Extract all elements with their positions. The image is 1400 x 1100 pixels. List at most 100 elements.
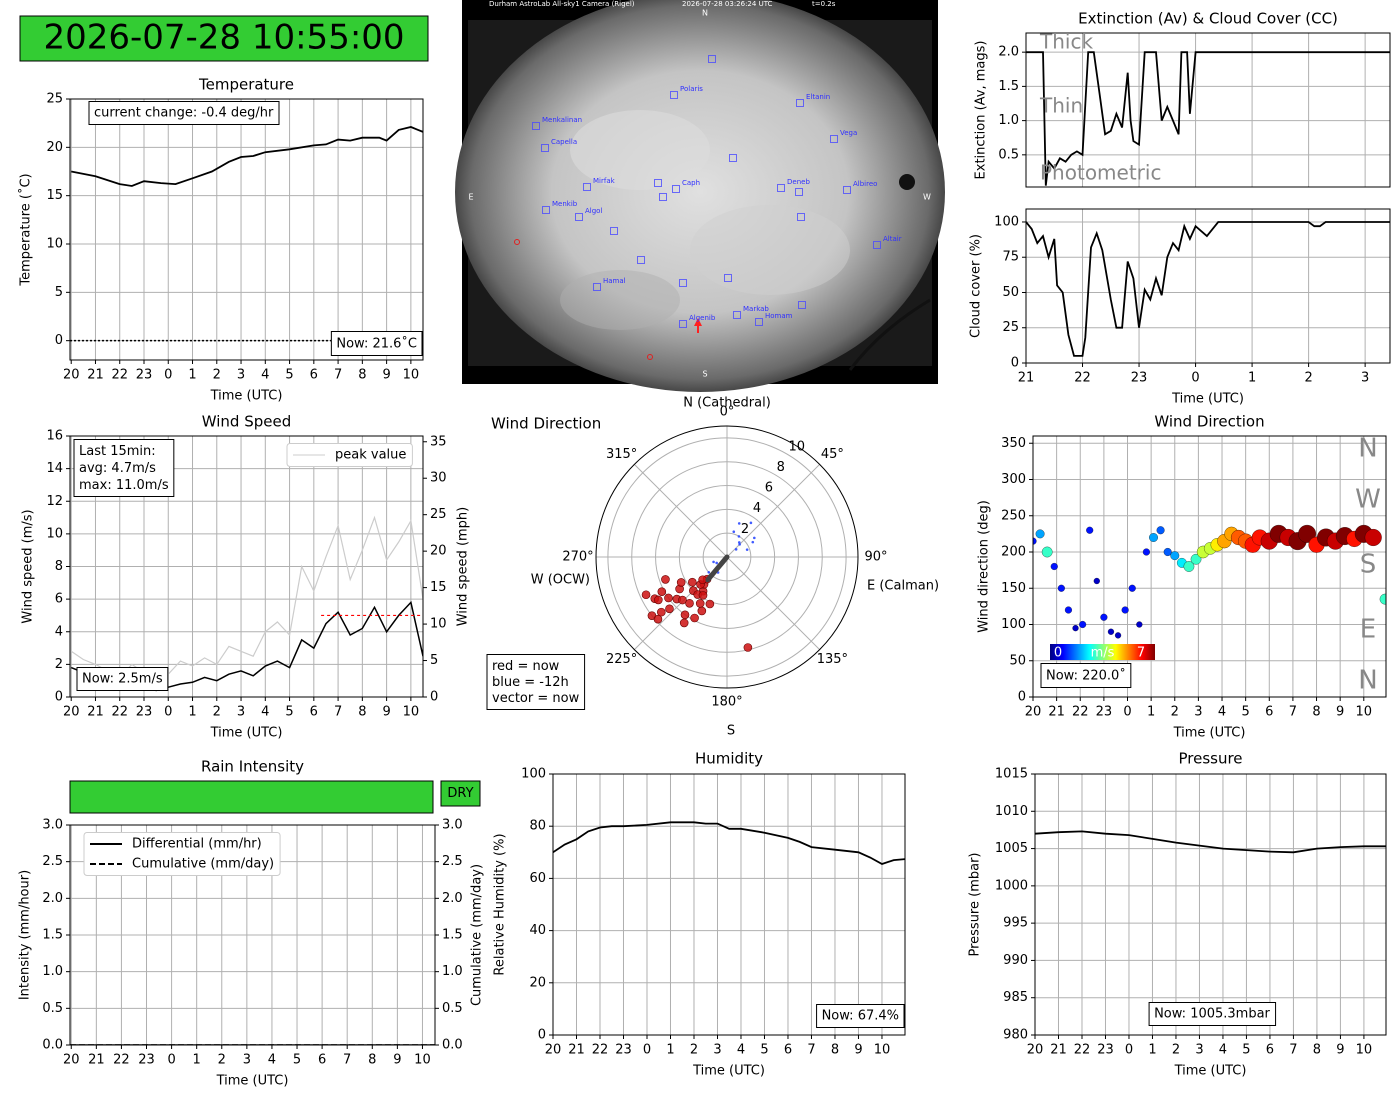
legend-line: vector = now [492,691,580,706]
y-tick-label: 2 [55,657,63,672]
x-tick-label: 22 [113,1053,130,1068]
star-label: Polaris [680,85,703,93]
chart-title: Temperature [198,76,294,94]
plot-data [553,821,905,865]
legend: Differential (mm/hr) Cumulative (mm/day) [83,832,281,876]
x-tick-label: 23 [615,1043,632,1058]
annotation: Photometric [1040,161,1161,185]
y-tick-label: 0 [538,1028,546,1043]
r-tick-label: 2 [741,522,749,537]
annotation: Thin [1039,94,1083,118]
theta-tick-label: 45° [821,447,844,462]
y-tick-label: 1000 [995,878,1028,893]
colorbar-tick-label: 0 [1054,646,1062,661]
y-tick-label: 100 [994,214,1019,229]
status-box [440,780,481,807]
x-tick-label: 4 [268,1053,276,1068]
axes-frame [1034,773,1387,1036]
plot-area [70,99,423,360]
y-tick-label: 995 [1003,916,1028,931]
x-tick-label: 1 [193,1053,201,1068]
theta-tick-label: 225° [606,652,637,667]
axes-frame [69,435,424,698]
x-tick-label: 7 [343,1053,351,1068]
direction-label: E (Calman) [867,579,939,594]
theta-tick-label: 135° [817,652,848,667]
cloud [560,270,680,330]
y-tick-label: 2.5 [42,854,63,869]
data-point [745,548,749,551]
x-tick-label: 1 [1148,1043,1156,1058]
data-point [1170,551,1180,561]
x-tick-label: 20 [63,368,80,383]
data-point [753,536,756,540]
x-tick-label: 8 [1313,1043,1321,1058]
star-marker [542,206,550,214]
star-marker [724,274,732,282]
x-tick-label: 1 [188,705,196,720]
status-label: DRY [447,786,473,801]
data-point [1086,526,1094,534]
y-axis-label: Intensity (mm/hour) [18,870,33,1000]
x-tick-label: 7 [1289,1043,1297,1058]
y-tick-label: 980 [1003,1028,1028,1043]
y-tick-label: 0.5 [42,1001,63,1016]
data-point [737,541,741,544]
y2-tick-label: 35 [430,434,447,449]
axes-frame [1025,32,1391,188]
data-point [697,606,707,616]
data-point [737,522,741,525]
x-tick-label: 21 [87,705,104,720]
chart-title: Pressure [1178,750,1242,768]
plot-area [1035,774,1386,1035]
data-line [70,515,423,682]
y-tick-label: 1010 [995,804,1028,819]
x-tick-label: 21 [88,1053,105,1068]
annotation-box [1040,663,1132,688]
data-point [1183,561,1195,572]
star-marker [610,227,618,235]
x-tick-label: 21 [87,368,104,383]
legend-label: peak value [335,448,406,463]
y-tick-label: 300 [1001,472,1026,487]
y2-axis-label: Wind speed (mph) [456,507,471,627]
compass-label: N [702,9,708,18]
pointer-arrow [694,318,702,333]
y-tick-label: 250 [1001,508,1026,523]
x-tick-label: 8 [1312,705,1320,720]
x-tick-label: 8 [831,1043,839,1058]
star-label: Capella [551,138,577,146]
star-marker [729,154,737,162]
star-label: Menkalinan [542,116,582,124]
axes-frame [552,773,906,1036]
star-marker [755,318,763,326]
data-point [715,561,718,565]
data-point [734,548,738,551]
x-tick-label: 2 [1172,1043,1180,1058]
y-tick-label: 0 [55,690,63,705]
star-label: Menkib [552,200,578,208]
x-axis-label: Time (UTC) [1171,392,1244,407]
y-tick-label: 50 [1002,285,1019,300]
y2-tick-label: 2.5 [442,854,463,869]
data-point [1050,562,1058,571]
x-tick-label: 0 [167,1053,175,1068]
x-tick-label: 3 [1195,1043,1203,1058]
x-tick-label: 10 [403,368,420,383]
star-marker [708,55,716,63]
y-tick-label: 25 [46,92,63,107]
planet-marker [514,239,520,245]
data-point [1114,632,1122,639]
y-tick-label: 1.0 [998,113,1019,128]
star-label: Hamal [603,277,626,285]
r-tick-label: 8 [777,460,785,475]
star-marker [575,213,583,221]
y-tick-label: 20 [529,975,546,990]
star-marker [659,193,667,201]
x-tick-label: 4 [1219,1043,1227,1058]
x-tick-label: 23 [1096,705,1113,720]
data-point [676,578,686,587]
data-point [685,598,694,608]
colorbar [1050,644,1155,660]
x-tick-label: 0 [1191,371,1199,386]
